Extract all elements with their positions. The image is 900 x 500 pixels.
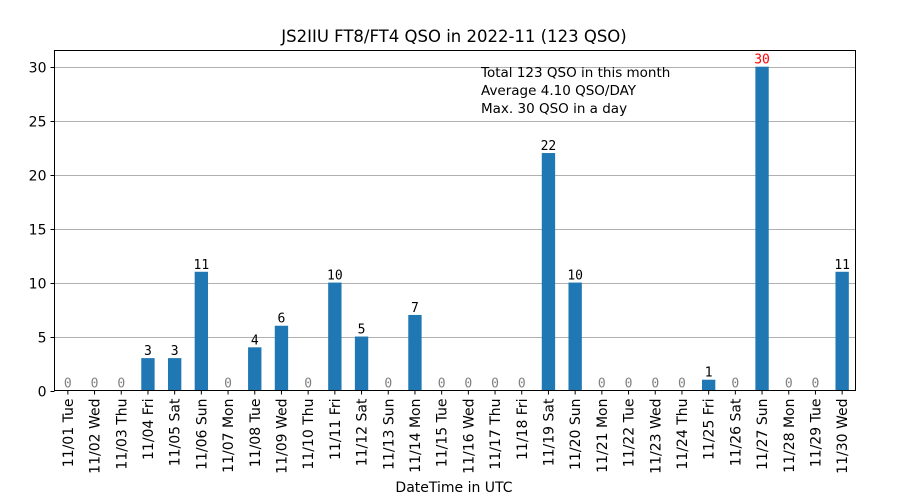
y-tick-label: 10	[29, 277, 47, 293]
x-tick-label: 11/28 Mon	[782, 399, 798, 473]
x-tick-label: 11/12 Sat	[355, 398, 371, 466]
x-tick-label: 11/26 Sat	[728, 398, 744, 466]
x-tick-label: 11/25 Fri	[702, 399, 718, 460]
bar	[194, 271, 209, 391]
x-tick-label: 11/04 Fri	[141, 399, 157, 460]
x-tick-label: 11/02 Wed	[88, 399, 104, 474]
bar-value-label: 11	[834, 258, 850, 273]
bar	[701, 379, 716, 391]
x-tick-label: 11/30 Wed	[835, 399, 851, 474]
bar	[408, 314, 422, 391]
bar-value-label: 1	[705, 366, 713, 381]
bar-value-label: 0	[651, 377, 659, 392]
bar-value-label: 0	[464, 377, 472, 392]
y-tick-label: 5	[38, 331, 47, 347]
x-tick-label: 11/01 Tue	[61, 399, 77, 468]
bar-value-label: 0	[678, 377, 686, 392]
bar-value-label: 0	[224, 377, 232, 392]
annotation-text: Max. 30 QSO in a day	[481, 101, 627, 117]
annotation-text: Total 123 QSO in this month	[480, 65, 670, 81]
x-tick-label: 11/16 Wed	[461, 399, 477, 474]
x-tick-label: 11/24 Thu	[675, 399, 691, 470]
bar-value-label: 4	[251, 333, 259, 348]
bar-value-label: 3	[144, 344, 152, 359]
bar-value-label: 0	[491, 377, 499, 392]
bar	[835, 271, 849, 391]
bar-value-label: 0	[91, 377, 99, 392]
bar	[248, 347, 262, 391]
bar-value-label: 11	[194, 258, 210, 273]
bar	[354, 336, 369, 391]
y-tick-label: 0	[38, 385, 47, 401]
x-tick-label: 11/03 Thu	[114, 399, 130, 470]
x-tick-label: 11/17 Thu	[488, 399, 504, 470]
y-tick-label: 15	[29, 223, 47, 239]
x-tick-label: 11/23 Wed	[648, 399, 664, 474]
x-tick-label: 11/06 Sun	[194, 399, 210, 470]
y-tick-label: 25	[29, 115, 47, 131]
bar-value-label: 30	[754, 53, 770, 68]
x-tick-label: 11/08 Tue	[248, 399, 264, 468]
bar-value-label: 0	[117, 377, 125, 392]
x-tick-label: 11/13 Sun	[381, 399, 397, 470]
bar-value-label: 5	[358, 323, 366, 338]
x-tick-label: 11/19 Sat	[541, 398, 557, 466]
bar-value-label: 0	[64, 377, 72, 392]
bar-value-label: 6	[278, 312, 286, 327]
bar-value-label: 0	[598, 377, 606, 392]
x-tick-label: 11/22 Tue	[622, 399, 638, 468]
x-tick-label: 11/21 Mon	[595, 399, 611, 473]
bar	[141, 358, 155, 391]
x-tick-label: 11/09 Wed	[274, 399, 290, 474]
x-tick-label: 11/18 Fri	[515, 399, 531, 460]
bar-value-label: 0	[304, 377, 312, 392]
bar-value-label: 0	[785, 377, 793, 392]
bar-value-label: 0	[438, 377, 446, 392]
x-tick-label: 11/05 Sat	[168, 398, 184, 466]
x-tick-label: 11/29 Tue	[808, 399, 824, 468]
annotation-text: Average 4.10 QSO/DAY	[481, 83, 637, 99]
bar-value-label: 22	[541, 139, 557, 154]
x-tick-label: 11/14 Mon	[408, 399, 424, 473]
x-tick-label: 11/07 Mon	[221, 399, 237, 473]
x-tick-label: 11/15 Tue	[435, 399, 451, 468]
x-tick-label: 11/27 Sun	[755, 399, 771, 470]
bar-value-label: 7	[411, 301, 419, 316]
chart-title: JS2IIU FT8/FT4 QSO in 2022-11 (123 QSO)	[280, 27, 626, 46]
bar	[167, 358, 182, 391]
bar-value-label: 10	[327, 269, 343, 284]
bar-value-label: 0	[812, 377, 820, 392]
bar-value-label: 3	[171, 344, 179, 359]
bar	[755, 66, 769, 391]
x-tick-label: 11/10 Thu	[301, 399, 317, 470]
bar-value-label: 0	[384, 377, 392, 392]
bar-value-label: 10	[567, 269, 583, 284]
y-tick-label: 30	[29, 61, 47, 77]
bar-value-label: 0	[625, 377, 633, 392]
plot-frame	[54, 50, 856, 391]
bar-value-label: 0	[731, 377, 739, 392]
bar	[274, 325, 289, 391]
bar	[328, 282, 342, 391]
bar	[568, 282, 582, 391]
x-tick-label: 11/20 Sun	[568, 399, 584, 470]
bar-value-label: 0	[518, 377, 526, 392]
y-tick-label: 20	[29, 169, 47, 185]
x-axis-label: DateTime in UTC	[395, 480, 512, 496]
x-tick-label: 11/11 Fri	[328, 399, 344, 460]
bar	[541, 153, 556, 391]
